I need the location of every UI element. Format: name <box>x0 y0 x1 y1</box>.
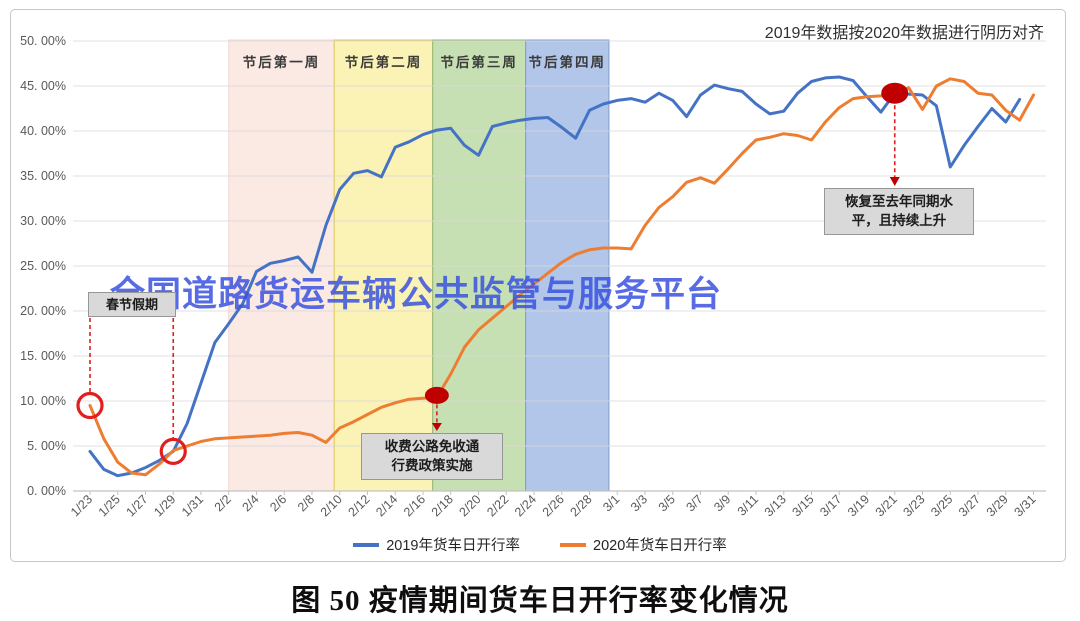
band-label-week-2: 节后第二周 <box>345 54 423 70</box>
x-tick-label: 3/13 <box>762 492 789 519</box>
annotation-spring-festival: 春节假期 <box>88 292 176 317</box>
y-tick-label: 50. 00% <box>20 34 66 48</box>
x-tick-label: 2/20 <box>457 492 484 519</box>
x-tick-label: 3/1 <box>600 492 622 514</box>
x-tick-label: 2/22 <box>484 492 511 519</box>
watermark-text: 全国道路货运车辆公共监管与服务平台 <box>110 275 723 314</box>
x-tick-label: 1/29 <box>151 492 178 519</box>
y-tick-label: 10. 00% <box>20 394 66 408</box>
x-tick-label: 3/27 <box>956 492 983 519</box>
x-tick-label: 3/17 <box>817 492 844 519</box>
x-tick-label: 2/4 <box>239 492 261 514</box>
y-tick-label: 25. 00% <box>20 259 66 273</box>
x-tick-label: 3/31 <box>1012 492 1039 519</box>
x-tick-label: 2/18 <box>429 492 456 519</box>
x-tick-label: 3/21 <box>873 492 900 519</box>
series-line-2020 <box>88 77 1035 477</box>
y-tick-label: 40. 00% <box>20 124 66 138</box>
annotation-recovery-line2: 平，且持续上升 <box>851 213 947 228</box>
x-tick-label: 2/10 <box>318 492 345 519</box>
y-tick-label: 15. 00% <box>20 349 66 363</box>
highlight-circle-1/29 <box>159 437 187 465</box>
toll-free-arrowhead <box>431 423 442 431</box>
x-tick-label: 2/2 <box>212 492 234 514</box>
annotation-recovery-line1: 恢复至去年同期水 <box>845 194 953 209</box>
x-tick-label: 2/16 <box>401 492 428 519</box>
annotation-recovery: 恢复至去年同期水 平，且持续上升 <box>824 188 974 235</box>
x-tick-label: 2/24 <box>512 492 539 519</box>
x-tick-label: 2/6 <box>267 492 289 514</box>
figure-caption: 图 50 疫情期间货车日开行率变化情况 <box>291 585 789 617</box>
x-tick-label: 2/8 <box>295 492 317 514</box>
x-tick-label: 2/12 <box>346 492 373 519</box>
legend-label-2020: 2020年货车日开行率 <box>593 538 727 554</box>
x-tick-label: 3/9 <box>711 492 733 514</box>
recovery-arrowhead <box>889 177 900 186</box>
series-line-2019 <box>88 75 1022 478</box>
x-tick-label: 1/31 <box>179 492 206 519</box>
legend-swatch-2020 <box>560 542 586 547</box>
marker-dot-2/17 <box>424 386 449 404</box>
x-tick-label: 3/23 <box>901 492 928 519</box>
band-label-week-1: 节后第一周 <box>243 54 321 70</box>
annotation-toll-free-line1: 收费公路免收通 <box>384 439 480 454</box>
y-tick-label: 30. 00% <box>20 214 66 228</box>
band-label-week-4: 节后第四周 <box>529 54 607 70</box>
x-tick-label: 3/5 <box>656 492 678 514</box>
legend-label-2019: 2019年货车日开行率 <box>386 538 520 554</box>
highlight-circle-1/23 <box>76 391 104 420</box>
annotation-toll-free-policy: 收费公路免收通 行费政策实施 <box>361 433 503 480</box>
band-label-week-3: 节后第三周 <box>440 54 518 70</box>
alignment-note: 2019年数据按2020年数据进行阴历对齐 <box>764 25 1044 42</box>
legend-item-2020: 2020年货车日开行率 <box>560 534 727 555</box>
marker-dot-3/21 <box>881 82 909 104</box>
x-tick-label: 1/23 <box>68 492 95 519</box>
x-tick-label: 3/15 <box>790 492 817 519</box>
x-tick-label: 2/26 <box>540 492 567 519</box>
y-tick-label: 0. 00% <box>27 484 66 498</box>
y-tick-label: 45. 00% <box>20 79 66 93</box>
x-tick-label: 3/11 <box>735 492 761 518</box>
y-tick-label: 20. 00% <box>20 304 66 318</box>
x-tick-label: 3/25 <box>928 492 955 519</box>
x-tick-label: 1/25 <box>96 492 123 519</box>
legend: 2019年货车日开行率 2020年货车日开行率 <box>0 534 1080 555</box>
legend-item-2019: 2019年货车日开行率 <box>353 534 520 555</box>
x-tick-label: 3/7 <box>683 492 705 514</box>
y-tick-label: 5. 00% <box>27 439 66 453</box>
x-tick-label: 1/27 <box>124 492 151 519</box>
x-tick-label: 3/3 <box>628 492 650 514</box>
x-tick-label: 2/28 <box>568 492 595 519</box>
annotation-toll-free-line2: 行费政策实施 <box>391 458 473 473</box>
x-tick-label: 3/29 <box>984 492 1011 519</box>
legend-swatch-2019 <box>353 542 380 547</box>
y-tick-label: 35. 00% <box>20 169 66 183</box>
x-tick-label: 2/14 <box>373 492 400 519</box>
x-tick-label: 3/19 <box>845 492 872 519</box>
